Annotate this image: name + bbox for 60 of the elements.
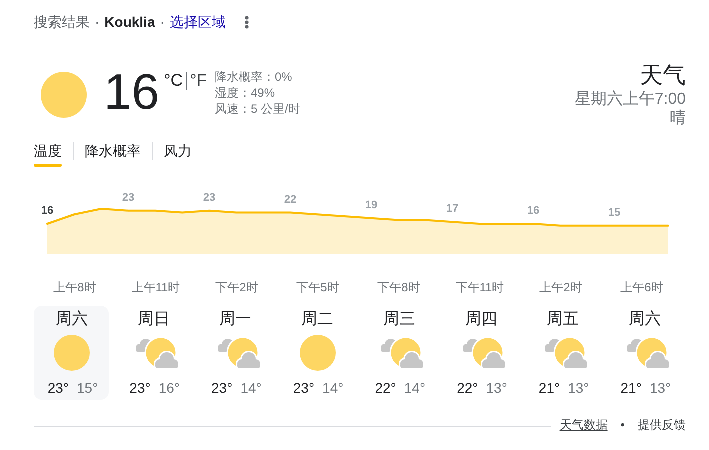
- data-label: 19: [365, 199, 378, 212]
- text: 天气: [640, 62, 686, 88]
- text: 提供反馈: [638, 417, 686, 433]
- text: 14°: [240, 379, 262, 397]
- category-label: 周二: [302, 310, 334, 330]
- data-label: 23: [122, 192, 135, 204]
- data-label: 23: [203, 192, 216, 204]
- text: ·: [95, 13, 100, 31]
- data-label: 16: [527, 205, 540, 217]
- text: 选择区域: [170, 13, 226, 31]
- text: 23°: [293, 379, 315, 397]
- category-label: 周日: [138, 310, 170, 330]
- text: 风速：5 公里/时: [215, 101, 300, 117]
- text: 搜索结果: [34, 13, 90, 31]
- text: 13°: [650, 379, 672, 397]
- text: 16°: [158, 379, 180, 397]
- text: 14°: [404, 379, 426, 397]
- text: 22°: [375, 379, 396, 397]
- text: 13°: [486, 379, 508, 397]
- data-label: 17: [446, 203, 459, 216]
- text: 23°: [48, 379, 69, 397]
- text: 16: [104, 64, 160, 120]
- text: Kouklia: [104, 13, 156, 31]
- text: 23°: [212, 379, 233, 397]
- text: 星期六上午7:00: [574, 90, 686, 110]
- category-label: 周六: [56, 310, 88, 330]
- text: 13°: [568, 379, 590, 397]
- category-label: 周四: [465, 310, 498, 330]
- text: °C: [164, 71, 184, 91]
- x-tick-label: 下午8时: [378, 280, 420, 294]
- category-label: 周一: [220, 310, 252, 330]
- text: 降水概率：0%: [215, 69, 292, 85]
- text: °F: [190, 71, 208, 91]
- category-label: 周六: [628, 310, 661, 330]
- category-label: 周三: [383, 310, 416, 330]
- text: 天气数据: [560, 417, 608, 433]
- text: 21°: [538, 379, 560, 397]
- text: 风力: [164, 142, 192, 160]
- x-tick-label: 下午11时: [456, 280, 504, 294]
- data-label: 15: [608, 206, 621, 219]
- text: ·: [160, 13, 165, 31]
- x-tick-label: 上午6时: [620, 280, 664, 294]
- x-tick-label: 下午5时: [296, 280, 340, 294]
- text: 15°: [77, 379, 98, 397]
- data-label: 16: [41, 205, 54, 217]
- text: 晴: [670, 109, 686, 129]
- text: 14°: [322, 379, 344, 397]
- text: •: [620, 417, 625, 433]
- text: 降水概率: [85, 142, 141, 160]
- text: 22°: [457, 379, 478, 397]
- category-label: 周五: [547, 310, 580, 330]
- data-label: 22: [284, 194, 297, 206]
- x-tick-label: 上午8时: [54, 280, 96, 294]
- text: 21°: [620, 379, 642, 397]
- x-tick-label: 上午11时: [132, 280, 180, 294]
- text: 湿度：49%: [215, 85, 276, 101]
- text: 温度: [34, 142, 62, 160]
- x-tick-label: 下午2时: [216, 280, 258, 294]
- text: 23°: [130, 379, 151, 397]
- x-tick-label: 上午2时: [540, 280, 582, 294]
